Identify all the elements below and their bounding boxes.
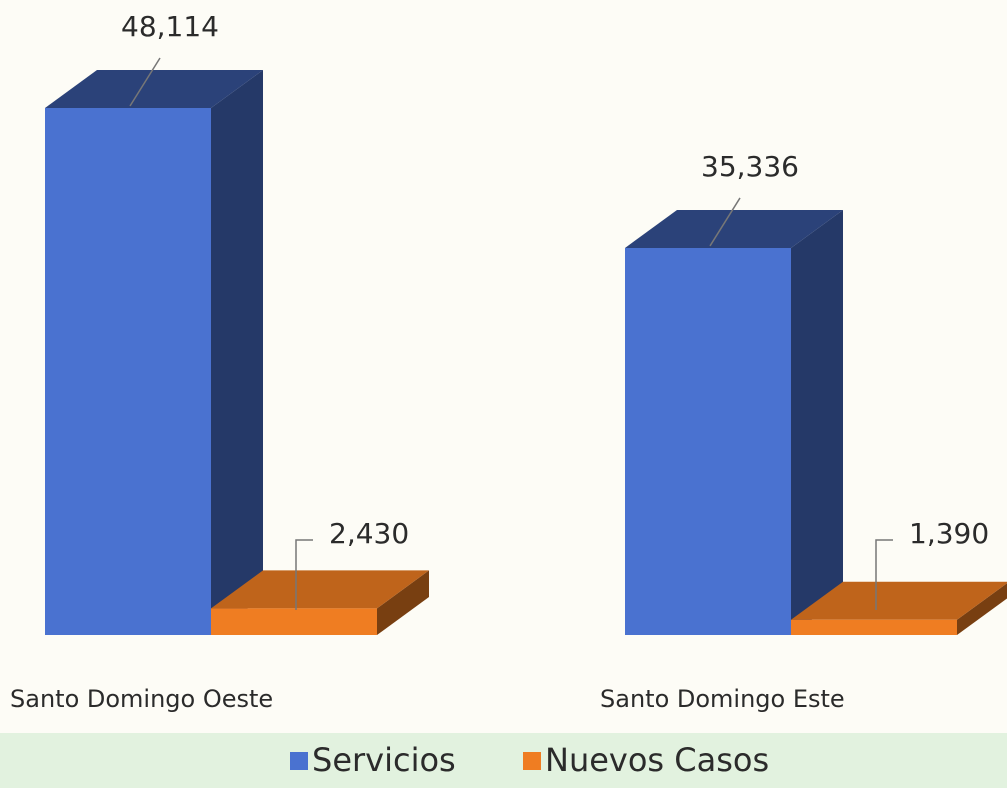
value-label: 48,114: [121, 10, 219, 43]
bar: [791, 581, 1007, 635]
bar-top: [625, 209, 843, 248]
bar: [211, 570, 429, 635]
bar-front: [791, 619, 957, 635]
leader-line: [295, 539, 313, 610]
leader-line: [875, 539, 893, 610]
bar: [625, 209, 843, 635]
bar-side: [957, 583, 1007, 635]
value-label: 35,336: [701, 150, 799, 183]
bar-front: [45, 108, 211, 635]
bar-top: [791, 581, 1007, 620]
bar-side: [211, 70, 263, 635]
legend-label: Nuevos Casos: [545, 741, 769, 779]
category-label: Santo Domingo Este: [600, 685, 845, 713]
bar-side: [791, 209, 843, 635]
bar-front: [211, 608, 377, 635]
bar-side: [377, 570, 429, 635]
category-label: Santo Domingo Oeste: [10, 685, 273, 713]
legend-swatch: [523, 752, 541, 770]
bar-top: [45, 70, 263, 108]
bar-top: [211, 570, 429, 609]
leader-line: [709, 197, 741, 247]
legend-band: [0, 733, 1007, 788]
bar-front: [625, 247, 791, 635]
value-label: 2,430: [329, 517, 409, 550]
legend-swatch: [290, 752, 308, 770]
bar: [45, 70, 263, 635]
value-label: 1,390: [909, 517, 989, 550]
leader-line: [129, 57, 161, 107]
legend-label: Servicios: [312, 741, 456, 779]
